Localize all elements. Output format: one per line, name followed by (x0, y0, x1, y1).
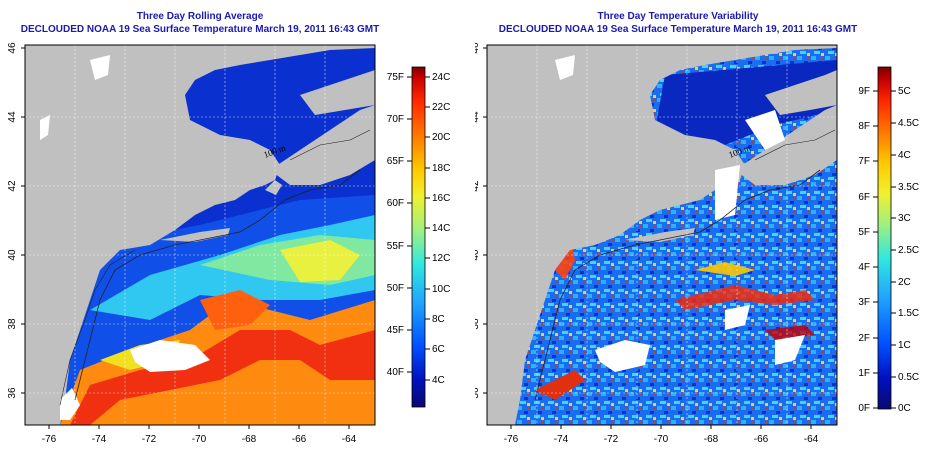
lat-tick-40: 40 (475, 249, 481, 261)
lon-axis: -76 -74 -72 -70 -68 -66 -64 (42, 425, 357, 445)
colorbar-celsius-labels: 5C 4.5C 4C 3.5C 3C 2.5C 2C 1.5C 1C 0.5C … (891, 86, 919, 414)
colorbar (877, 66, 892, 410)
cb-c-label: 3C (898, 213, 911, 224)
lon-tick-66: -66 (754, 434, 769, 445)
cb-c-label: 2C (898, 277, 911, 288)
cb-c-label: 3.5C (898, 182, 919, 193)
lon-tick-64: -64 (804, 434, 819, 445)
lat-tick-40: 40 (7, 249, 18, 261)
lon-tick-76: -76 (504, 434, 519, 445)
colorbar-fahrenheit-labels: 75F 70F 65F 60F 55F 50F 45F 40F (387, 72, 412, 378)
cb-c-label: 0C (898, 403, 911, 414)
cb-c-label: 6C (432, 344, 445, 355)
colorbar (411, 66, 426, 408)
cb-c-label: 14C (432, 223, 450, 234)
lon-tick-70: -70 (192, 434, 207, 445)
lat-tick-46: 46 (475, 42, 481, 54)
cb-c-label: 4C (432, 375, 445, 386)
cb-c-label: 18C (432, 163, 450, 174)
sst-variability-map: 100 m 46 44 42 40 38 36 -76 -74 -72 (475, 42, 919, 445)
cb-f-label: 55F (387, 241, 404, 252)
sst-variability-panel: Three Day Temperature Variability DECLOU… (475, 0, 950, 475)
panel-title: Three Day Temperature Variability (597, 11, 759, 22)
lat-axis: 46 44 42 40 38 36 (7, 42, 25, 399)
cb-c-label: 16C (432, 193, 450, 204)
cb-f-label: 60F (387, 198, 404, 209)
cb-c-label: 5C (898, 86, 911, 97)
cb-c-label: 12C (432, 253, 450, 264)
cb-f-label: 2F (858, 333, 870, 344)
cb-f-label: 70F (387, 114, 404, 125)
cb-c-label: 8C (432, 314, 445, 325)
lat-tick-42: 42 (475, 180, 481, 192)
lon-tick-74: -74 (92, 434, 107, 445)
colorbar-fahrenheit-labels: 9F 8F 7F 6F 5F 4F 3F 2F 1F 0F (858, 86, 878, 414)
cb-f-label: 45F (387, 325, 404, 336)
lat-tick-44: 44 (475, 111, 481, 123)
map-frame (24, 44, 376, 426)
cb-c-label: 20C (432, 132, 450, 143)
lat-tick-36: 36 (7, 387, 18, 399)
lon-tick-66: -66 (292, 434, 307, 445)
panel-title: Three Day Rolling Average (136, 11, 264, 22)
map-imagery (487, 45, 837, 425)
cb-c-label: 1C (898, 340, 911, 351)
cb-f-label: 0F (858, 403, 870, 414)
lon-tick-70: -70 (654, 434, 669, 445)
cb-f-label: 40F (387, 367, 404, 378)
lat-tick-38: 38 (475, 318, 481, 330)
cb-f-label: 5F (858, 227, 870, 238)
cb-f-label: 50F (387, 283, 404, 294)
cb-f-label: 65F (387, 156, 404, 167)
cb-c-label: 2.5C (898, 245, 919, 256)
colorbar-celsius-labels: 24C 22C 20C 18C 16C 14C 12C 10C 8C 6C 4C (425, 72, 450, 386)
cb-c-label: 22C (432, 102, 450, 113)
lon-tick-68: -68 (704, 434, 719, 445)
cb-f-label: 1F (858, 368, 870, 379)
cb-c-label: 4.5C (898, 118, 919, 129)
lat-tick-42: 42 (7, 180, 18, 192)
cb-c-label: 4C (898, 150, 911, 161)
lon-tick-72: -72 (604, 434, 619, 445)
lon-tick-64: -64 (342, 434, 357, 445)
cb-f-label: 9F (858, 86, 870, 97)
map-imagery (25, 45, 375, 425)
lon-tick-74: -74 (554, 434, 569, 445)
sst-average-panel: Three Day Rolling Average DECLOUDED NOAA… (7, 11, 450, 445)
lat-tick-44: 44 (7, 111, 18, 123)
cb-c-label: 10C (432, 284, 450, 295)
lon-tick-76: -76 (42, 434, 57, 445)
panel-subtitle: DECLOUDED NOAA 19 Sea Surface Temperatur… (498, 24, 858, 35)
cb-c-label: 1.5C (898, 308, 919, 319)
lat-tick-46: 46 (7, 42, 18, 54)
cb-f-label: 7F (858, 156, 870, 167)
cb-c-label: 24C (432, 72, 450, 83)
lat-tick-38: 38 (7, 318, 18, 330)
lon-axis: -76 -74 -72 -70 -68 -66 -64 (504, 425, 819, 445)
lat-axis: 46 44 42 40 38 36 (475, 42, 487, 399)
cb-c-label: 0.5C (898, 372, 919, 383)
panel-subtitle: DECLOUDED NOAA 19 Sea Surface Temperatur… (20, 24, 380, 35)
cb-f-label: 75F (387, 72, 404, 83)
cb-f-label: 3F (858, 297, 870, 308)
cb-f-label: 6F (858, 192, 870, 203)
lat-tick-36: 36 (475, 387, 481, 399)
cb-f-label: 8F (858, 121, 870, 132)
lon-tick-68: -68 (242, 434, 257, 445)
sst-average-map: 100 m 46 44 42 40 38 36 -76 (7, 42, 450, 445)
cb-f-label: 4F (858, 262, 870, 273)
lon-tick-72: -72 (142, 434, 157, 445)
map-frame (486, 44, 838, 426)
